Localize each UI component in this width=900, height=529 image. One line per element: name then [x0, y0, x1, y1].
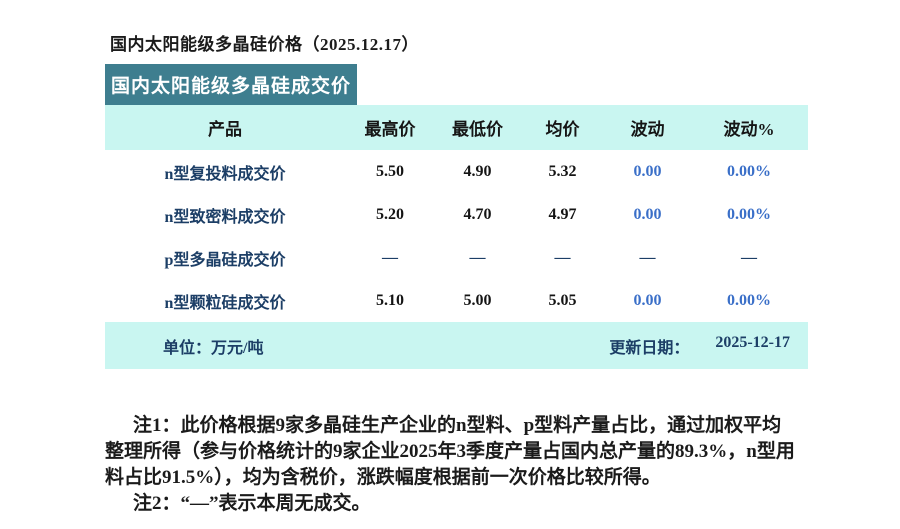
cell-avg: 5.05 — [548, 291, 577, 309]
cell-change-pct: 0.00% — [727, 291, 771, 309]
cell-high: 5.50 — [376, 162, 404, 180]
cell-product: n型致密料成交价 — [164, 208, 286, 226]
cell-product: p型多晶硅成交价 — [164, 251, 286, 269]
cell-change: 0.00 — [633, 291, 662, 309]
update-date-value: 2025-12-17 — [715, 333, 790, 351]
header-cell-change: 波动 — [630, 120, 665, 139]
cell-change-pct: 0.00% — [727, 205, 771, 223]
cell-avg: 5.32 — [548, 162, 577, 180]
note-line-1: 注1：此价格根据9家多晶硅生产企业的n型料、p型料产量占比，通过加权平均 — [133, 415, 782, 436]
page-title: 国内太阳能级多晶硅价格（2025.12.17） — [110, 35, 419, 54]
cell-avg: — — [554, 248, 571, 266]
header-cell-low: 最低价 — [452, 120, 503, 139]
section-banner: 国内太阳能级多晶硅成交价 — [105, 64, 357, 105]
table-header-row: 产品 最高价 最低价 均价 波动 波动% — [105, 105, 808, 150]
cell-low: — — [469, 248, 486, 266]
cell-avg: 4.97 — [548, 205, 577, 223]
cell-product: n型颗粒硅成交价 — [164, 294, 286, 312]
table-row-p-poly: p型多晶硅成交价 — — — — — — [105, 236, 808, 279]
price-table: 产品 最高价 最低价 均价 波动 波动% n型复投料成交价 5.50 4.90 … — [105, 105, 808, 369]
cell-high: 5.10 — [376, 291, 404, 309]
note-line-3: 料占比91.5%），均为含税价，涨跌幅度根据前一次价格比较所得。 — [105, 467, 661, 488]
header-cell-change-pct: 波动% — [723, 120, 775, 139]
cell-low: 4.70 — [463, 205, 492, 223]
cell-change-pct: 0.00% — [727, 162, 771, 180]
cell-change: 0.00 — [633, 162, 662, 180]
header-cell-avg: 均价 — [545, 120, 580, 139]
cell-change-pct: — — [741, 248, 757, 266]
table-footer: 单位：万元/吨 更新日期： 2025-12-17 — [105, 322, 808, 369]
cell-low: 5.00 — [463, 291, 492, 309]
cell-change: 0.00 — [633, 205, 662, 223]
cell-high: 5.20 — [376, 205, 404, 223]
table-row-n-recharge: n型复投料成交价 5.50 4.90 5.32 0.00 0.00% — [105, 150, 808, 193]
cell-change: — — [639, 248, 656, 266]
footnotes: 注1：此价格根据9家多晶硅生产企业的n型料、p型料产量占比，通过加权平均 整理所… — [105, 413, 817, 517]
header-cell-high: 最高价 — [364, 120, 416, 139]
table-row-n-granular: n型颗粒硅成交价 5.10 5.00 5.05 0.00 0.00% — [105, 279, 808, 322]
table-row-n-dense: n型致密料成交价 5.20 4.70 4.97 0.00 0.00% — [105, 193, 808, 236]
cell-low: 4.90 — [463, 162, 492, 180]
cell-high: — — [382, 248, 398, 266]
update-date-label: 更新日期： — [609, 339, 690, 357]
note-line-2: 整理所得（参与价格统计的9家企业2025年3季度产量占国内总产量的89.3%，n… — [105, 441, 795, 462]
cell-product: n型复投料成交价 — [164, 165, 286, 183]
section-banner-label: 国内太阳能级多晶硅成交价 — [110, 76, 351, 97]
note-line-4: 注2：“—”表示本周无成交。 — [133, 493, 371, 514]
update-date: 更新日期： 2025-12-17 — [609, 334, 808, 358]
header-cell-product: 产品 — [208, 120, 242, 139]
unit-label: 单位：万元/吨 — [163, 339, 264, 357]
